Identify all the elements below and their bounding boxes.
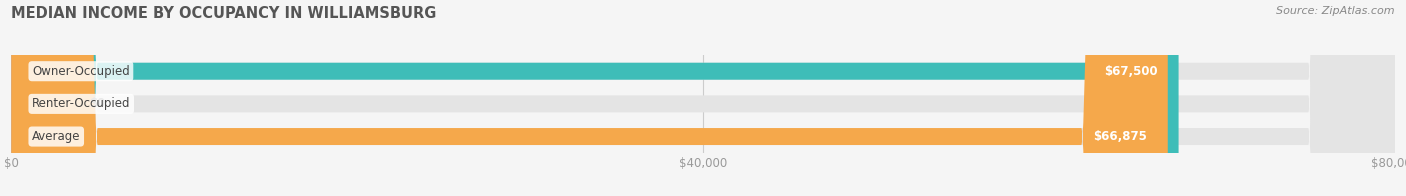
- Text: Renter-Occupied: Renter-Occupied: [32, 97, 131, 110]
- FancyBboxPatch shape: [11, 0, 1395, 196]
- Text: Source: ZipAtlas.com: Source: ZipAtlas.com: [1277, 6, 1395, 16]
- Text: MEDIAN INCOME BY OCCUPANCY IN WILLIAMSBURG: MEDIAN INCOME BY OCCUPANCY IN WILLIAMSBU…: [11, 6, 437, 21]
- FancyBboxPatch shape: [11, 0, 1395, 196]
- Text: Owner-Occupied: Owner-Occupied: [32, 65, 129, 78]
- Text: $66,875: $66,875: [1092, 130, 1147, 143]
- FancyBboxPatch shape: [11, 0, 72, 196]
- Text: $67,500: $67,500: [1104, 65, 1157, 78]
- FancyBboxPatch shape: [11, 0, 1395, 196]
- FancyBboxPatch shape: [11, 0, 1168, 196]
- FancyBboxPatch shape: [11, 0, 1178, 196]
- Text: Average: Average: [32, 130, 80, 143]
- Text: $0: $0: [89, 97, 105, 110]
